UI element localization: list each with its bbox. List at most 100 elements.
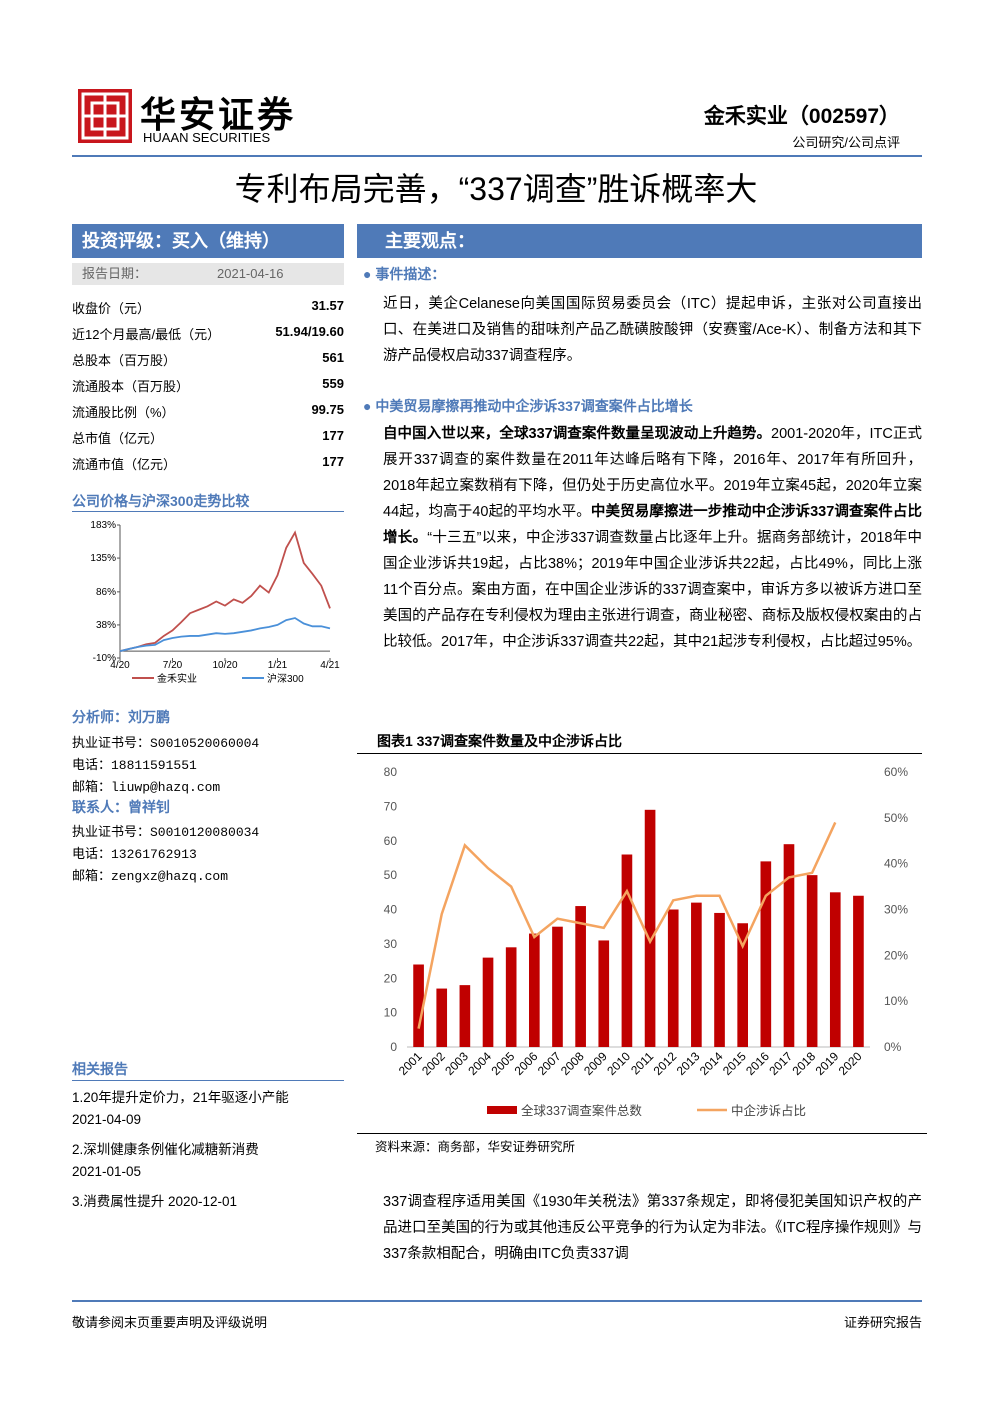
x-tick-label: 2012 <box>651 1049 680 1078</box>
x-tick-label: 2017 <box>766 1049 795 1078</box>
stat-value: 561 <box>322 350 344 365</box>
bar <box>760 861 772 1047</box>
section-title-text: 中美贸易摩擦再推动中企涉诉337调查案件占比增长 <box>375 398 693 414</box>
bar <box>714 912 725 1047</box>
x-tick-label: 2006 <box>512 1049 541 1078</box>
x-tick-label: 2004 <box>465 1049 494 1078</box>
bar <box>413 964 424 1047</box>
x-tick-label: 2015 <box>720 1049 749 1078</box>
stat-label: 流通股比例（%） <box>72 405 175 420</box>
stat-label: 流通市值（亿元） <box>72 457 177 472</box>
stat-value: 177 <box>322 428 344 443</box>
logo-text: 华安证券 <box>140 95 297 135</box>
y-tick-label: 30 <box>384 937 398 951</box>
report-title: 专利布局完善，“337调查”胜诉概率大 <box>234 171 758 207</box>
y-tick-label: 10 <box>384 1006 398 1020</box>
bar <box>505 947 517 1047</box>
bar <box>529 933 540 1047</box>
stat-value: 51.94/19.60 <box>275 324 344 339</box>
x-tick-label: 2005 <box>489 1049 518 1078</box>
bar <box>598 940 610 1047</box>
rule <box>72 511 344 512</box>
footer-rule <box>72 1300 922 1302</box>
y-tick-label: 80 <box>384 765 398 779</box>
x-tick-label: 2001 <box>396 1049 425 1078</box>
text: 近日，美企Celanese向美国国际贸易委员会（ITC）提起申诉，主张对公司直接… <box>383 296 922 364</box>
bar <box>575 906 586 1047</box>
rule <box>72 1080 344 1081</box>
bar <box>853 895 864 1047</box>
report-type: 公司研究/公司点评 <box>792 135 900 150</box>
bar <box>829 892 841 1047</box>
x-tick-label: 2020 <box>836 1049 865 1078</box>
figure-chart: 0 10 20 30 40 50 60 70 80 0% 10% 20% 30% 40% 50% 60% 200… <box>384 765 909 1118</box>
y-tick-label: 40 <box>384 903 398 917</box>
section-title: ● 中美贸易摩擦再推动中企涉诉337调查案件占比增长 <box>363 398 693 414</box>
date: 2021-04-16 <box>217 266 284 281</box>
related-item: 3.消费属性提升 2020-12-01 <box>72 1194 238 1209</box>
y-tick-label: 135% <box>90 553 116 564</box>
stat-label: 总股本（百万股） <box>72 353 177 368</box>
related-item: 2021-04-09 <box>72 1112 142 1127</box>
section-title-text: 事件描述： <box>375 266 446 282</box>
bar <box>806 875 818 1047</box>
footer-left: 敬请参阅末页重要声明及评级说明 <box>72 1315 268 1330</box>
x-tick-label: 2011 <box>628 1049 656 1077</box>
logo-mark <box>78 89 132 143</box>
bar <box>691 902 702 1047</box>
x-tick-label: 2008 <box>558 1049 587 1078</box>
y-tick-label: 183% <box>90 520 116 531</box>
paragraph: 近日，美企Celanese向美国国际贸易委员会（ITC）提起申诉，主张对公司直接… <box>383 291 922 369</box>
x-tick-label: 1/21 <box>268 660 288 671</box>
text: 2001-2020年，ITC正式展开337调查的案件数量在2011年达峰后略有下… <box>383 426 922 520</box>
x-tick-label: 2019 <box>813 1049 842 1078</box>
legend-label: 全球337调查案件总数 <box>521 1103 642 1118</box>
y-tick-label: 70 <box>384 799 398 813</box>
stat-label: 流通股本（百万股） <box>72 379 190 394</box>
paragraph: 自中国入世以来，全球337调查案件数量呈现波动上升趋势。2001-2020年，I… <box>383 421 922 655</box>
closing-paragraph: 337调查程序适用美国《1930年关税法》第337条规定，即将侵犯美国知识产权的… <box>383 1194 922 1262</box>
y2-tick-label: 50% <box>884 811 908 825</box>
contact-line: 电话：13261762913 <box>72 847 197 862</box>
figure-source: 资料来源：商务部，华安证券研究所 <box>375 1140 576 1154</box>
legend-label: 中企涉诉占比 <box>731 1103 806 1118</box>
company-name: 金禾实业（002597） <box>703 105 900 128</box>
rating: 投资评级：买入（维持） <box>72 224 344 258</box>
bold-text: 中美贸易摩擦进一步推动中企涉诉337调查案件占比增长。 <box>383 504 922 546</box>
contact-line: 邮箱：zengxz@hazq.com <box>72 869 229 884</box>
y-tick-label: 38% <box>96 620 116 631</box>
related-item: 2021-01-05 <box>72 1164 142 1179</box>
y2-tick-label: 20% <box>884 948 908 962</box>
y-tick-label: 20 <box>384 971 398 985</box>
related-title: 相关报告 <box>72 1061 128 1077</box>
analyst-line: 执业证书号：S0010520060004 <box>72 736 260 751</box>
bar <box>482 957 494 1047</box>
bar <box>644 809 656 1047</box>
y2-tick-label: 40% <box>884 857 908 871</box>
section-title: ● 事件描述： <box>363 266 446 282</box>
bar <box>552 926 563 1047</box>
x-tick-label: 2018 <box>789 1049 818 1078</box>
x-tick-label: 4/21 <box>320 660 340 671</box>
x-tick-label: 2013 <box>674 1049 703 1078</box>
analyst: 分析师：刘万鹏 <box>72 709 170 725</box>
price-chart-title: 公司价格与沪深300走势比较 <box>72 493 250 509</box>
stat-label: 总市值（亿元） <box>72 431 164 446</box>
bar <box>737 923 748 1047</box>
bar <box>459 985 471 1047</box>
header-rule <box>72 155 922 157</box>
stat-value: 559 <box>322 376 344 391</box>
stat-value: 31.57 <box>311 298 344 313</box>
contact: 联系人：曾祥钊 <box>72 799 170 815</box>
x-tick-label: 2014 <box>697 1049 726 1078</box>
x-tick-label: 4/20 <box>110 660 130 671</box>
date-box: 报告日期： 2021-04-16 <box>72 263 344 285</box>
legend-label: 金禾实业 <box>157 672 197 685</box>
x-tick-label: 2010 <box>604 1049 633 1078</box>
x-tick-label: 7/20 <box>163 660 183 671</box>
y-tick-label: 86% <box>96 587 116 598</box>
x-tick-label: 2016 <box>743 1049 772 1078</box>
y-tick-label: 50 <box>384 868 398 882</box>
stat-label: 近12个月最高/最低（元） <box>72 327 221 342</box>
